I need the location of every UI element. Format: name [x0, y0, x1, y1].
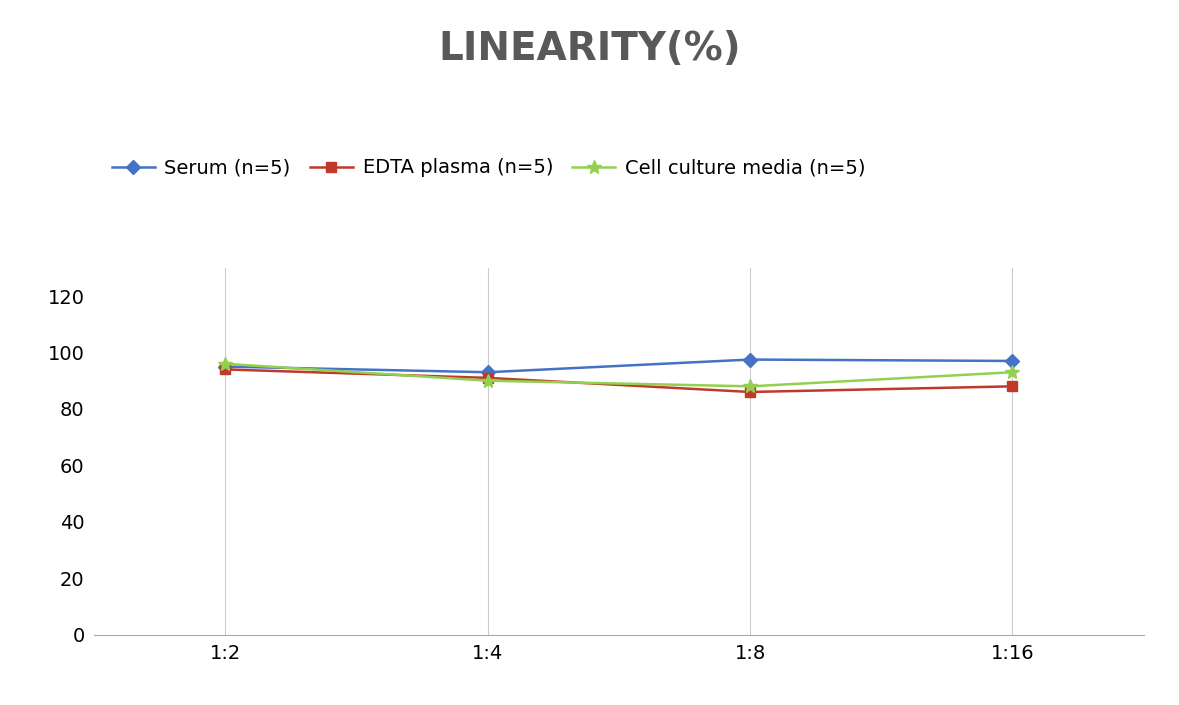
Serum (n=5) [1006, 357, 1020, 365]
Serum (n=5) [218, 362, 232, 371]
EDTA plasma (n=5) [218, 365, 232, 374]
Text: LINEARITY(%): LINEARITY(%) [439, 30, 740, 68]
Serum (n=5) [743, 355, 757, 364]
EDTA plasma (n=5) [1006, 382, 1020, 391]
Line: Cell culture media (n=5): Cell culture media (n=5) [218, 357, 1020, 393]
Cell culture media (n=5) [218, 360, 232, 368]
Line: EDTA plasma (n=5): EDTA plasma (n=5) [220, 364, 1017, 397]
Legend: Serum (n=5), EDTA plasma (n=5), Cell culture media (n=5): Serum (n=5), EDTA plasma (n=5), Cell cul… [104, 151, 874, 185]
Serum (n=5) [481, 368, 495, 376]
Cell culture media (n=5) [1006, 368, 1020, 376]
Cell culture media (n=5) [743, 382, 757, 391]
EDTA plasma (n=5) [743, 388, 757, 396]
Cell culture media (n=5) [481, 376, 495, 385]
EDTA plasma (n=5) [481, 374, 495, 382]
Line: Serum (n=5): Serum (n=5) [220, 355, 1017, 377]
